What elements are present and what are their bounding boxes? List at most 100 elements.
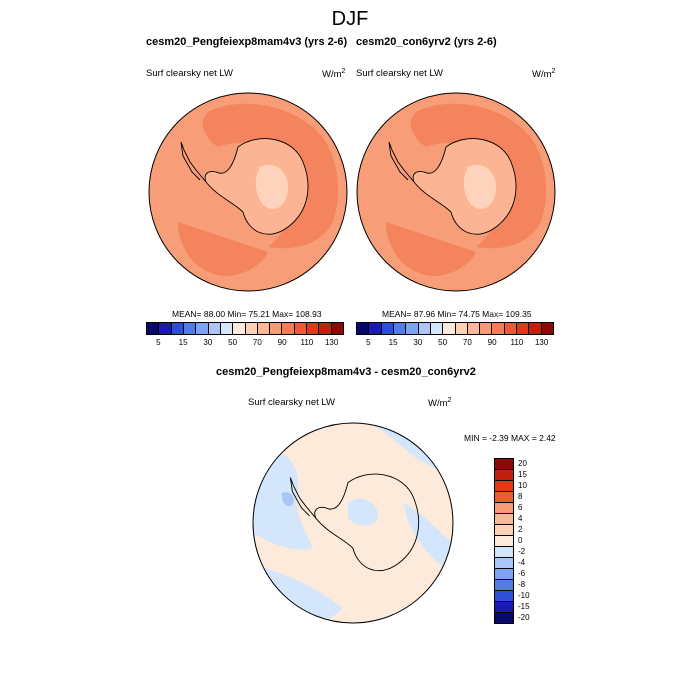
right-colorbar-swatches — [356, 322, 554, 335]
left-colorbar-swatch — [159, 323, 172, 334]
diff-units-exp: 2 — [447, 397, 452, 404]
diff-colorbar-swatch — [495, 525, 513, 536]
right-panel-title: cesm20_con6yrv2 (yrs 2-6) — [356, 36, 497, 48]
left-colorbar-swatch — [270, 323, 283, 334]
diff-colorbar-tick-label: 15 — [518, 469, 527, 479]
diff-colorbar-tick-label: -10 — [518, 591, 530, 601]
right-colorbar-swatch — [467, 323, 481, 334]
right-warm-band — [410, 103, 546, 249]
diff-units-base: W/m — [428, 398, 448, 410]
left-coastline — [204, 138, 309, 235]
left-colorbar-swatch — [294, 323, 308, 334]
left-colorbar-swatch — [245, 323, 258, 334]
left-colorbar-swatch — [319, 323, 332, 334]
diff-panel-stats: MIN = -2.39 MAX = 2.42 — [464, 433, 556, 443]
right-colorbar-tick-label: 50 — [438, 338, 448, 347]
left-plateau — [255, 164, 288, 210]
right-map-border — [356, 92, 556, 292]
left-colorbar-tick-label: 30 — [203, 338, 213, 347]
left-peninsula — [180, 141, 207, 183]
diff-colorbar-swatches — [494, 458, 514, 624]
diff-colorbar-swatch — [495, 547, 513, 558]
left-colorbar-swatch — [257, 323, 271, 334]
right-colorbar-swatch — [492, 323, 505, 334]
left-colorbar: 5 15 30 50 70 90 110 130 — [146, 322, 344, 349]
right-panel-stats: MEAN= 87.96 Min= 74.75 Max= 109.35 — [382, 309, 532, 319]
left-colorbar-tick-label: 70 — [252, 338, 262, 347]
diff-colorbar-swatch — [495, 536, 513, 547]
diff-colorbar-swatch — [495, 558, 513, 569]
diff-panel-title: cesm20_Pengfeiexp8mam4v3 - cesm20_con6yr… — [216, 366, 476, 378]
right-colorbar-swatch — [443, 323, 456, 334]
right-colorbar-swatch — [393, 323, 407, 334]
left-colorbar-tick-label: 90 — [277, 338, 287, 347]
diff-colorbar-swatch — [495, 580, 513, 591]
left-units-exp: 2 — [341, 68, 346, 75]
right-colorbar-tick-label: 110 — [510, 338, 524, 347]
left-panel-variable: Surf clearsky net LW — [146, 68, 233, 79]
right-units-base: W/m — [532, 69, 552, 81]
left-panel-stats: MEAN= 88.00 Min= 75.21 Max= 108.93 — [172, 309, 322, 319]
left-colorbar-tick-label: 5 — [156, 338, 161, 347]
diff-polar-map — [252, 422, 454, 624]
left-colorbar-swatch — [196, 323, 209, 334]
left-colorbar-swatches — [146, 322, 344, 335]
right-colorbar-tick-label: 5 — [366, 338, 371, 347]
right-colorbar-swatch — [406, 323, 419, 334]
diff-colorbar-tick-label: -8 — [518, 580, 526, 590]
diff-negative-east — [403, 502, 453, 574]
left-map-border — [148, 92, 348, 292]
left-colorbar-tick-label: 15 — [178, 338, 188, 347]
right-colorbar-swatch — [357, 323, 370, 334]
diff-colorbar-labels: 20 15 10 8 6 4 2 0 -2 -4 -6 -8 -10 -15 -20 — [518, 458, 548, 624]
diff-colorbar-swatch — [495, 492, 513, 503]
right-colorbar-tick-label: 70 — [462, 338, 472, 347]
right-panel-units: W/m2 — [532, 68, 555, 80]
diff-colorbar-swatch — [495, 503, 513, 514]
diff-colorbar-tick-label: -2 — [518, 547, 526, 557]
left-colorbar-swatch — [307, 323, 320, 334]
left-colorbar-swatch — [282, 323, 295, 334]
left-colorbar-swatch — [208, 323, 221, 334]
diff-colorbar-swatch — [495, 514, 513, 525]
left-colorbar-tick-label: 50 — [228, 338, 238, 347]
diff-coastline — [314, 473, 420, 572]
diff-colorbar-tick-label: -6 — [518, 569, 526, 579]
diff-peninsula — [289, 477, 316, 519]
right-colorbar-tick-label: 15 — [388, 338, 398, 347]
right-colorbar-swatch — [517, 323, 530, 334]
left-units-base: W/m — [322, 69, 342, 81]
right-plateau — [463, 164, 496, 210]
diff-colorbar-swatch — [495, 481, 513, 492]
diff-colorbar-tick-label: -20 — [518, 613, 530, 623]
left-colorbar-swatch — [220, 323, 234, 334]
diff-colorbar-swatch — [495, 591, 513, 602]
right-colorbar-tick-label: 130 — [534, 338, 549, 347]
diff-colorbar-tick-label: 4 — [518, 513, 523, 523]
diff-colorbar-swatch — [495, 569, 513, 580]
left-colorbar-swatch — [233, 323, 246, 334]
left-warm-band — [202, 103, 338, 249]
left-colorbar-swatch — [171, 323, 184, 334]
right-colorbar-swatch — [430, 323, 444, 334]
diff-colorbar-tick-label: -15 — [518, 602, 530, 612]
diff-colorbar-swatch — [495, 470, 513, 481]
diff-colorbar-swatch — [495, 459, 513, 470]
left-colorbar-tick-label: 130 — [324, 338, 339, 347]
diff-negative-strong — [281, 492, 294, 507]
right-colorbar-swatch — [504, 323, 518, 334]
diff-colorbar-tick-label: -4 — [518, 558, 526, 568]
right-colorbar-swatch — [418, 323, 431, 334]
diff-colorbar-swatch — [495, 602, 513, 613]
diff-panel-variable: Surf clearsky net LW — [248, 397, 335, 408]
left-colorbar-swatch — [183, 323, 197, 334]
right-colorbar-swatch — [369, 323, 382, 334]
diff-colorbar-tick-label: 20 — [518, 458, 527, 468]
diff-colorbar-swatch — [495, 613, 513, 623]
diff-colorbar-tick-label: 0 — [518, 536, 523, 545]
diff-panel-units: W/m2 — [428, 397, 451, 409]
right-colorbar: 5 15 30 50 70 90 110 130 — [356, 322, 554, 349]
diff-negative-interior — [347, 498, 379, 526]
right-colorbar-labels: 5 15 30 50 70 90 110 130 — [356, 335, 554, 349]
right-colorbar-swatch — [541, 323, 553, 334]
